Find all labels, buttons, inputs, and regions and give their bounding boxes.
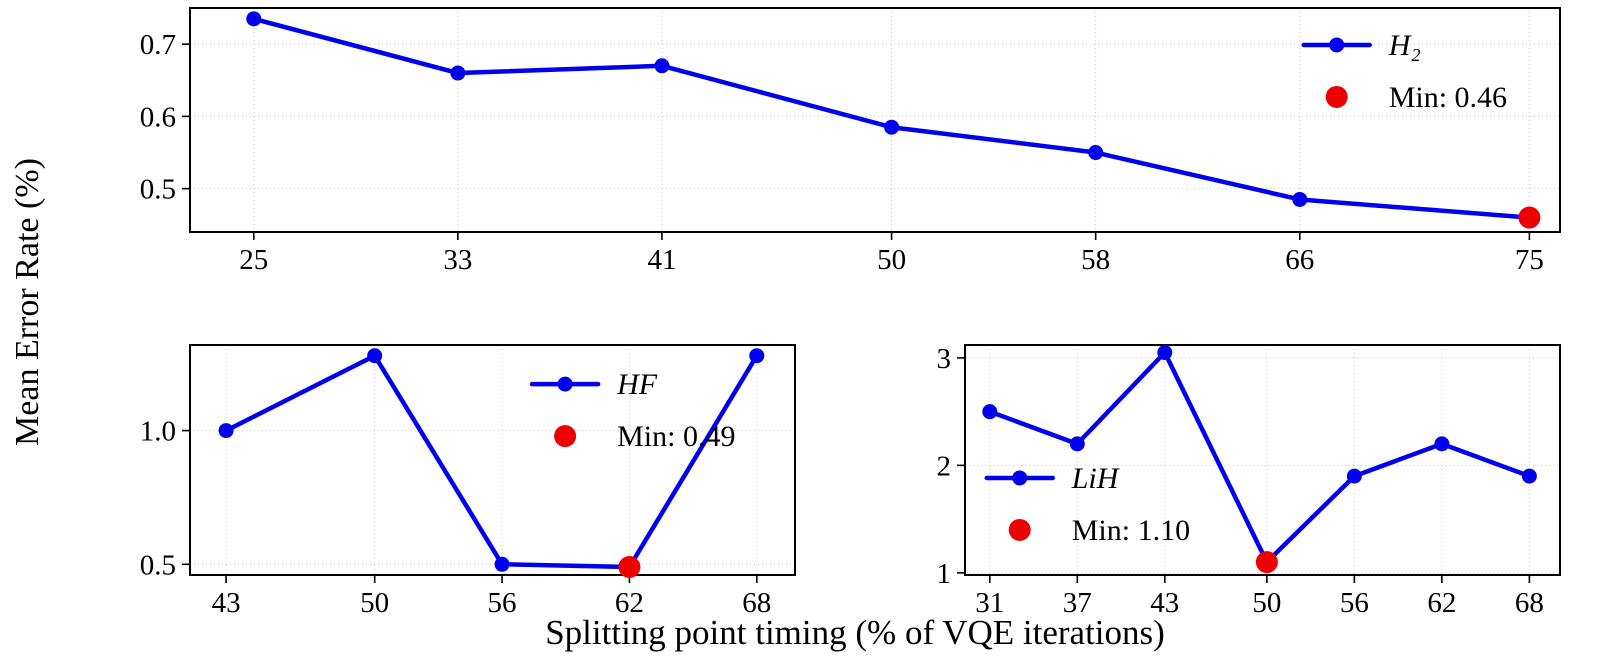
y-tick-label: 0.7 xyxy=(140,29,176,61)
series-line xyxy=(223,353,760,570)
x-tick-label: 50 xyxy=(360,587,389,619)
data-point-marker xyxy=(982,404,998,420)
x-tick-label: 50 xyxy=(1252,587,1281,619)
x-tick-label: 68 xyxy=(742,587,771,619)
y-tick-label: 3 xyxy=(937,343,952,375)
x-tick-label: 43 xyxy=(212,587,241,619)
data-point-marker xyxy=(884,119,900,135)
legend-series-marker xyxy=(557,376,573,392)
y-tick-label: 0.5 xyxy=(140,174,176,206)
data-point-marker xyxy=(1346,468,1362,484)
axes-frame xyxy=(189,7,1561,233)
legend-min-label: Min: 0.46 xyxy=(1389,81,1507,114)
data-point-marker xyxy=(218,423,234,439)
y-axis-label: Mean Error Rate (%) xyxy=(9,158,46,446)
legend-series-label: H₂ xyxy=(1388,29,1421,62)
y-tick-label: 1.0 xyxy=(140,416,176,448)
x-tick-label: 25 xyxy=(239,244,268,276)
min-point-marker xyxy=(1255,551,1278,574)
legend-series-marker xyxy=(1012,470,1028,486)
axes-frame xyxy=(189,344,796,576)
legend-min-marker xyxy=(1008,518,1031,541)
chart-lih: 31 37 43 50 56 62 68 1 2 3 LiH Min: 1.10 xyxy=(937,343,1561,619)
chart-h2: 25 33 41 50 58 66 75 0.5 0.6 0.7 H₂ Min: 0.46 xyxy=(140,7,1561,276)
legend-min-marker xyxy=(1325,85,1348,108)
legend-series-label: HF xyxy=(616,368,658,401)
data-point-marker xyxy=(1069,436,1085,452)
legend-series-label: LiH xyxy=(1071,462,1121,495)
x-tick-label: 50 xyxy=(877,244,906,276)
legend-min-label: Min: 1.10 xyxy=(1072,514,1190,547)
data-point-marker xyxy=(654,58,670,74)
x-tick-label: 41 xyxy=(647,244,676,276)
x-tick-label: 43 xyxy=(1150,587,1179,619)
data-point-marker xyxy=(749,348,765,364)
chart-hf: 43 50 56 62 68 0.5 1.0 HF Min: 0.49 xyxy=(140,344,796,619)
data-point-marker xyxy=(1292,191,1308,207)
data-point-marker xyxy=(494,556,510,572)
x-tick-label: 68 xyxy=(1515,587,1544,619)
y-tick-label: 0.5 xyxy=(140,549,176,581)
x-tick-label: 31 xyxy=(975,587,1004,619)
x-tick-label: 58 xyxy=(1081,244,1110,276)
x-tick-label: 62 xyxy=(1427,587,1456,619)
y-tick-label: 0.6 xyxy=(140,101,176,133)
series-line xyxy=(987,350,1532,565)
x-tick-label: 56 xyxy=(488,587,517,619)
data-point-marker xyxy=(1521,468,1537,484)
legend-min-marker xyxy=(554,425,577,448)
min-point-marker xyxy=(618,555,641,578)
x-axis-label: Splitting point timing (% of VQE iterati… xyxy=(545,613,1165,652)
y-tick-label: 1 xyxy=(937,558,952,590)
x-tick-label: 66 xyxy=(1285,244,1314,276)
data-point-marker xyxy=(450,65,466,81)
axes-frame xyxy=(964,344,1561,576)
x-tick-label: 75 xyxy=(1515,244,1544,276)
x-tick-label: 33 xyxy=(443,244,472,276)
data-point-marker xyxy=(1157,345,1173,361)
legend-min-label: Min: 0.49 xyxy=(617,420,735,453)
x-tick-label: 62 xyxy=(615,587,644,619)
x-tick-label: 56 xyxy=(1340,587,1369,619)
min-point-marker xyxy=(1518,206,1541,229)
data-point-marker xyxy=(1088,145,1104,161)
legend-series-marker xyxy=(1329,37,1345,53)
data-point-marker xyxy=(1434,436,1450,452)
y-tick-label: 2 xyxy=(937,450,952,482)
data-point-marker xyxy=(246,11,262,27)
x-tick-label: 37 xyxy=(1063,587,1092,619)
data-point-marker xyxy=(367,348,383,364)
